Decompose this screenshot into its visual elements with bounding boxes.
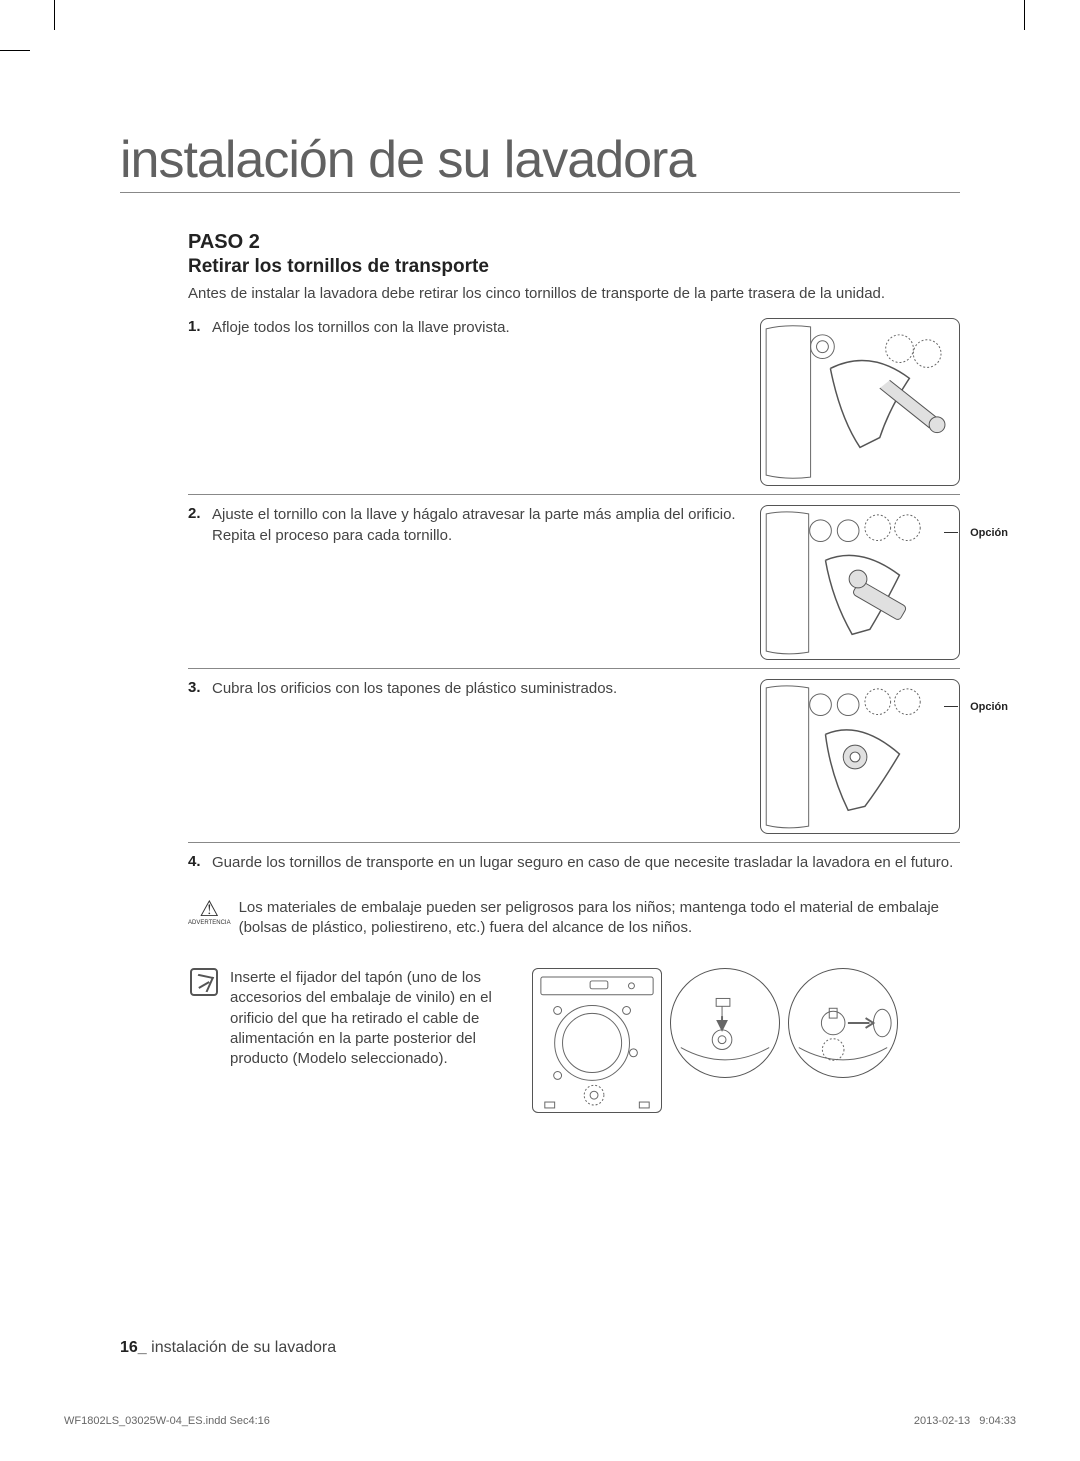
print-filename: WF1802LS_03025W-04_ES.indd Sec4:16 <box>64 1415 270 1427</box>
step-figure: Opción <box>760 505 960 660</box>
page-footer: 16_ instalación de su lavadora <box>120 1339 336 1357</box>
illustration-cap-detail <box>671 969 779 1077</box>
option-label: Opción <box>970 527 1008 539</box>
crop-mark <box>0 50 30 51</box>
detail-circle-2 <box>788 968 898 1078</box>
print-date: 2013-02-13 <box>914 1415 970 1427</box>
detail-circle-1 <box>670 968 780 1078</box>
step-heading: PASO 2 <box>188 231 960 254</box>
print-meta: WF1802LS_03025W-04_ES.indd Sec4:16 2013-… <box>64 1415 1016 1427</box>
instruction-step: 2. Ajuste el tornillo con la llave y hág… <box>188 505 960 669</box>
instruction-step: 1. Afloje todos los tornillos con la lla… <box>188 318 960 495</box>
step-text: Afloje todos los tornillos con la llave … <box>212 318 760 338</box>
warning-sublabel: ADVERTENCIA <box>188 920 231 926</box>
crop-mark <box>1024 0 1025 30</box>
step-figure <box>760 318 960 486</box>
triangle-icon: ⚠ <box>199 896 219 921</box>
subsection-title: Retirar los tornillos de transporte <box>188 256 960 278</box>
intro-text: Antes de instalar la lavadora debe retir… <box>188 284 960 304</box>
warning-block: ⚠ ADVERTENCIA Los materiales de embalaje… <box>188 898 960 939</box>
print-time: 9:04:33 <box>979 1415 1016 1427</box>
step-number: 4. <box>188 853 212 870</box>
step-text: Ajuste el tornillo con la llave y hágalo… <box>212 505 760 546</box>
page-number: 16_ <box>120 1339 147 1356</box>
step-number: 2. <box>188 505 212 522</box>
crop-mark <box>54 0 55 30</box>
page-title: instalación de su lavadora <box>120 130 960 193</box>
step-number: 3. <box>188 679 212 696</box>
illustration-cap-insert <box>761 680 959 833</box>
washer-rear-figure <box>532 968 662 1113</box>
note-figures <box>532 968 960 1113</box>
step-figure: Opción <box>760 679 960 834</box>
warning-text: Los materiales de embalaje pueden ser pe… <box>239 898 960 939</box>
step-text: Cubra los orificios con los tapones de p… <box>212 679 760 699</box>
step-number: 1. <box>188 318 212 335</box>
note-text: Inserte el fijador del tapón (uno de los… <box>230 968 520 1069</box>
note-icon <box>190 968 218 996</box>
illustration-cap-detail <box>789 969 897 1077</box>
option-label: Opción <box>970 701 1008 713</box>
figure-box <box>760 679 960 834</box>
note-block: Inserte el fijador del tapón (uno de los… <box>188 968 960 1113</box>
label-pointer <box>944 532 958 533</box>
figure-box <box>760 318 960 486</box>
illustration-hand-wrench <box>761 319 959 485</box>
content-column: PASO 2 Retirar los tornillos de transpor… <box>120 231 960 1113</box>
page-content: instalación de su lavadora PASO 2 Retira… <box>120 130 960 1113</box>
illustration-washer-rear <box>533 969 661 1112</box>
illustration-bolt-remove <box>761 506 959 659</box>
instruction-step: 4. Guarde los tornillos de transporte en… <box>188 853 960 887</box>
instruction-step: 3. Cubra los orificios con los tapones d… <box>188 679 960 843</box>
figure-box <box>760 505 960 660</box>
footer-label: instalación de su lavadora <box>147 1339 336 1356</box>
label-pointer <box>944 706 958 707</box>
step-text: Guarde los tornillos de transporte en un… <box>212 853 960 873</box>
warning-icon: ⚠ ADVERTENCIA <box>188 898 231 926</box>
